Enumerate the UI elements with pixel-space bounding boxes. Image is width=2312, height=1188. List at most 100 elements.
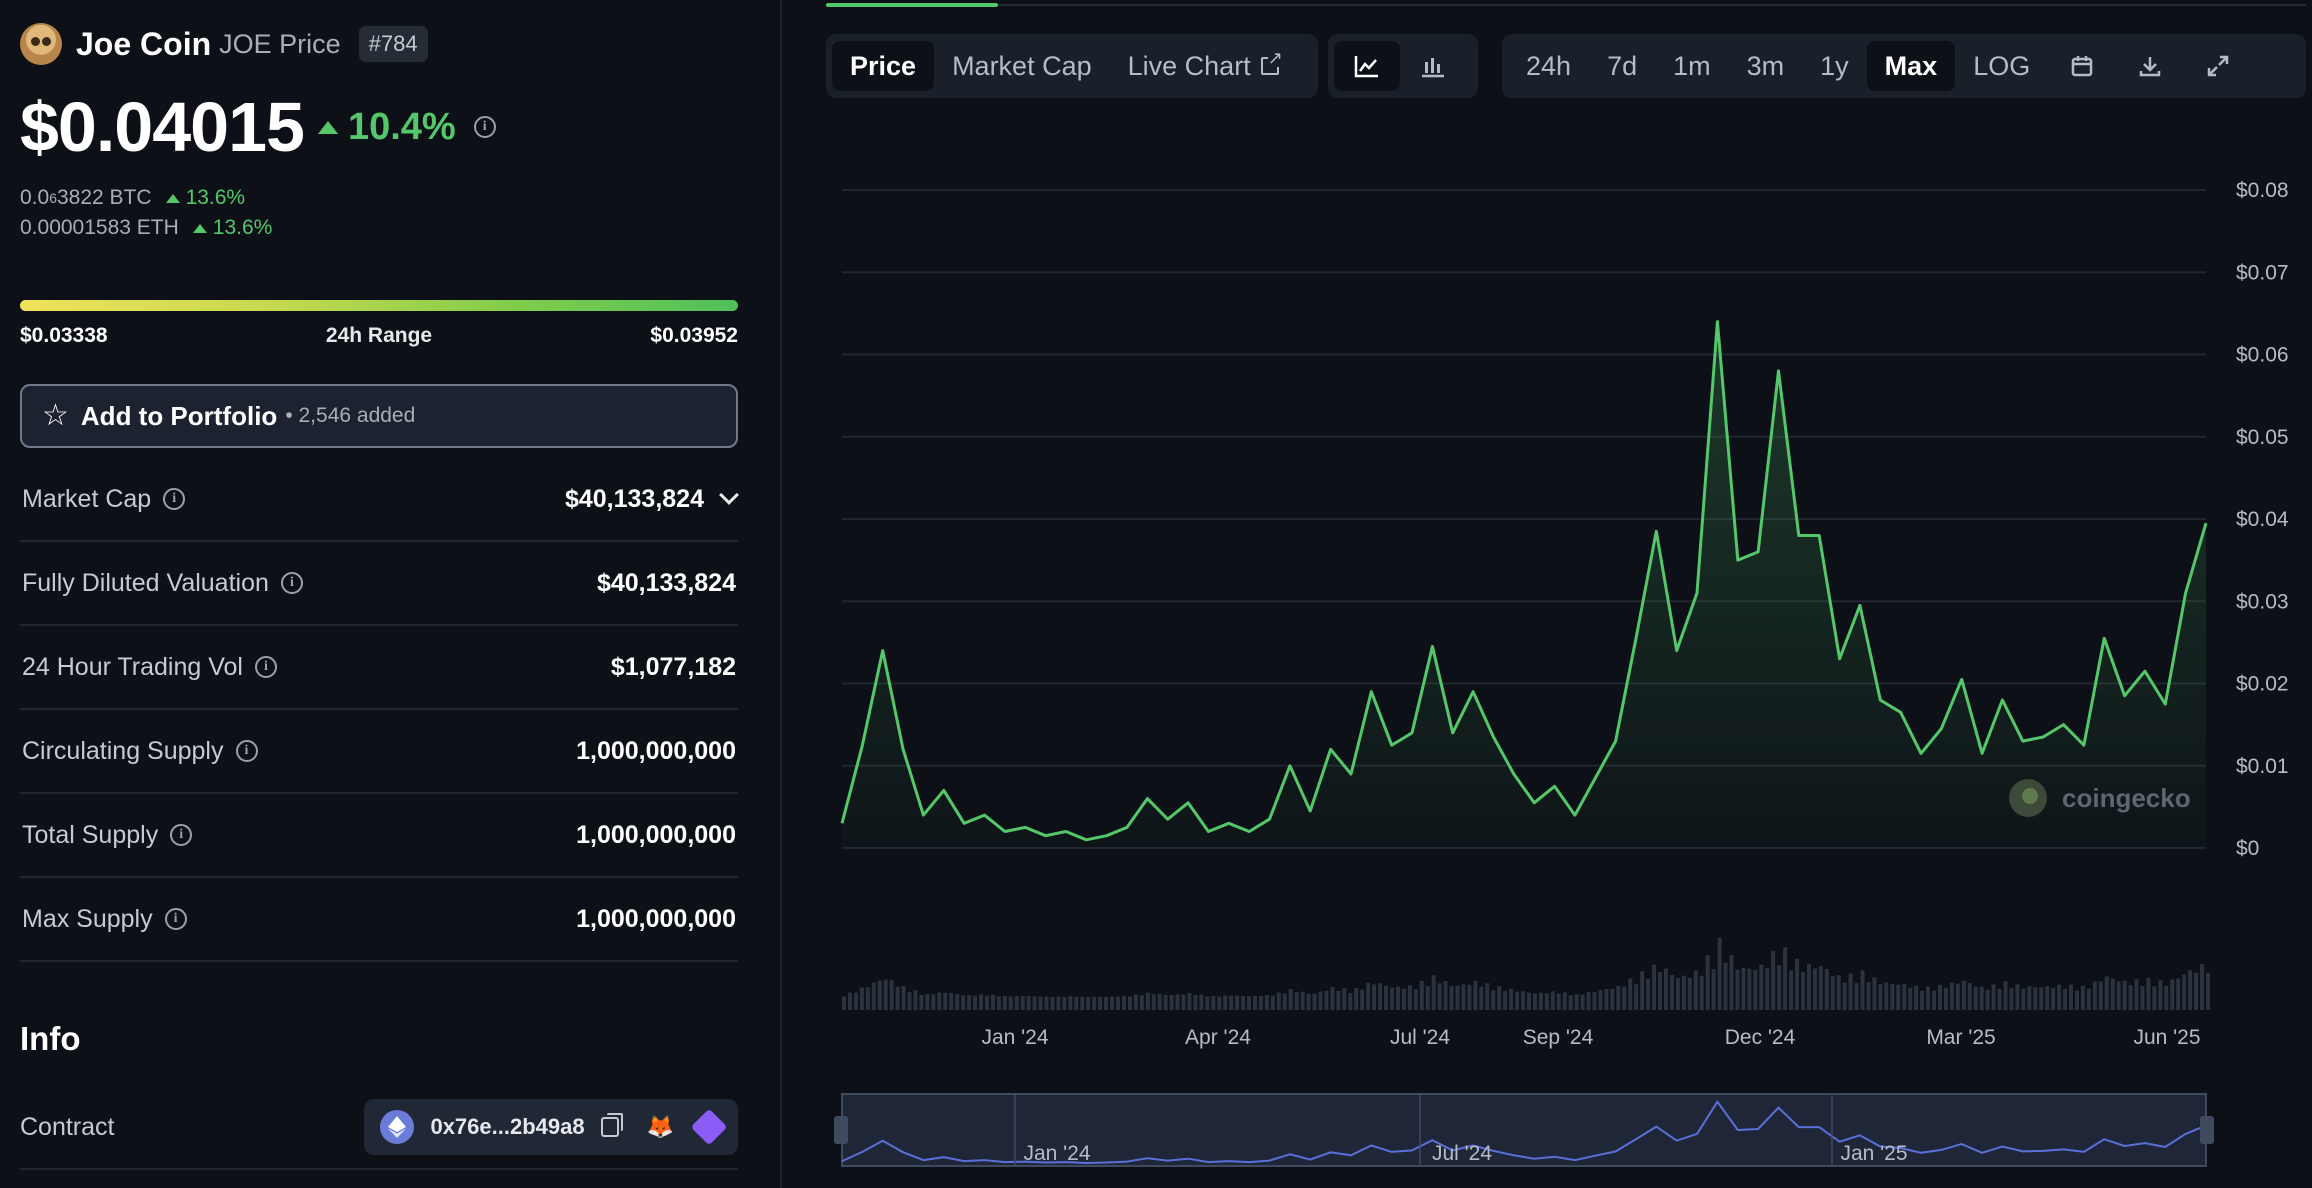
volume-bar [1616,985,1621,1010]
calendar-button[interactable] [2048,41,2116,91]
chart-toolbar: Price Market Cap Live Chart 24h 7d 1m 3m… [0,34,2312,98]
volume-bar [1413,989,1418,1010]
volume-bar [2206,973,2210,1010]
range-max-button[interactable]: Max [1866,41,1956,91]
range-3m-button[interactable]: 3m [1746,50,1785,81]
price-line-layer [840,320,2208,849]
volume-bar [1646,979,1651,1010]
range-navigator[interactable]: Jan '24 Jul '24 Jan '25 [834,1093,2214,1167]
volume-bar [1360,989,1365,1010]
volume-bar [1032,996,1037,1010]
stat-label: Market Cap [22,484,152,513]
volume-bar [865,987,870,1010]
eth-change: 13.6% [192,216,272,240]
range-1y-button[interactable]: 1y [1820,50,1849,81]
volume-bar [1372,984,1377,1010]
add-to-portfolio-button[interactable]: ☆ Add to Portfolio • 2,546 added [20,384,738,448]
portfolio-label: Add to Portfolio [80,400,278,431]
volume-bar [1443,981,1448,1010]
tab-market-cap[interactable]: Market Cap [952,50,1092,81]
volume-bar [1640,971,1645,1010]
info-icon[interactable]: i [170,824,193,846]
star-icon: ☆ [42,399,69,432]
range-high: $0.03952 [650,324,738,347]
coingecko-watermark: coingecko [2009,779,2191,817]
contract-pill[interactable]: 0x76e...2b49a8 🦊 [364,1099,738,1155]
volume-bar [1378,983,1383,1010]
volume-bar [967,995,972,1010]
caret-up-icon [317,120,338,134]
navigator-left-handle[interactable] [834,1116,848,1144]
tab-price[interactable]: Price [832,41,935,91]
volume-bar [919,994,924,1010]
volume-bar [2051,987,2056,1010]
volume-bar [1407,985,1412,1010]
volume-bar [1908,987,1913,1010]
volume-bar [1002,995,1007,1010]
volume-bar [1687,977,1692,1010]
info-icon[interactable]: i [280,572,303,594]
volume-bar [1431,975,1436,1010]
volume-bars [842,937,2210,1010]
x-axis: Jan '24 Apr '24 Jul '24 Sep '24 Dec '24 Mar '… [981,1026,2200,1049]
range-24h-button[interactable]: 24h [1526,50,1572,81]
volume-bar [1366,982,1371,1010]
stat-row-market-cap[interactable]: Market Cap i $40,133,824 [20,458,739,542]
volume-bar [1610,988,1615,1010]
coin-header: Joe Coin JOE Price #784 [20,22,428,66]
volume-bar [1711,969,1716,1010]
volume-bar [1163,994,1168,1010]
volume-bar [1115,996,1120,1010]
volume-bar [2086,988,2091,1010]
fullscreen-button[interactable] [2184,41,2252,91]
range-1m-button[interactable]: 1m [1673,50,1711,81]
volume-bar [1217,996,1222,1010]
volume-bar [949,993,954,1010]
volume-bar [1336,990,1341,1010]
volume-bar [1544,993,1549,1010]
volume-bar [1926,986,1931,1010]
copy-icon[interactable] [600,1113,623,1137]
volume-bar [1169,995,1174,1010]
download-button[interactable] [2116,41,2184,91]
navigator-right-handle[interactable] [2200,1116,2214,1144]
volume-bar [1068,996,1073,1010]
price-series-line [840,320,2208,842]
volume-bar [2074,990,2079,1010]
info-icon[interactable]: i [254,656,277,678]
volume-bar [1318,991,1323,1010]
volume-bar [2194,972,2199,1010]
volume-bar [1663,968,1668,1010]
candlestick-chart-button[interactable] [1400,41,1466,91]
info-icon[interactable]: i [235,740,258,762]
tab-live-chart[interactable]: Live Chart [1110,41,1297,91]
eth-conversion: 0.00001583 ETH 13.6% [20,214,272,242]
volume-bar [1765,968,1770,1010]
metamask-icon[interactable]: 🦊 [646,1114,674,1139]
volume-bar [1461,984,1466,1010]
volume-bar [1914,985,1919,1010]
range-7d-button[interactable]: 7d [1607,50,1638,81]
volume-bar [1997,988,2002,1010]
log-scale-button[interactable]: LOG [1973,50,2031,81]
volume-bar [901,985,906,1010]
volume-bar [1574,994,1579,1010]
volume-bar [925,993,930,1010]
volume-bar [1127,996,1132,1010]
volume-bar [1270,995,1275,1010]
coin-name: Joe Coin [76,25,212,62]
btc-price-zero-count: 6 [49,190,57,206]
volume-bar [1580,994,1585,1010]
y-tick-label: $0.05 [2236,426,2289,449]
info-icon[interactable]: i [164,908,187,930]
x-tick-label: Jul '24 [1390,1026,1450,1049]
volume-bar [1943,987,1948,1010]
volume-bar [1419,980,1424,1010]
y-tick-label: $0.03 [2236,590,2289,613]
info-icon[interactable]: i [163,488,186,510]
joe-coin-logo-icon [20,23,62,65]
x-tick-label: Jun '25 [2133,1026,2200,1049]
info-icon[interactable]: i [473,116,496,138]
line-chart-button[interactable] [1334,41,1400,91]
